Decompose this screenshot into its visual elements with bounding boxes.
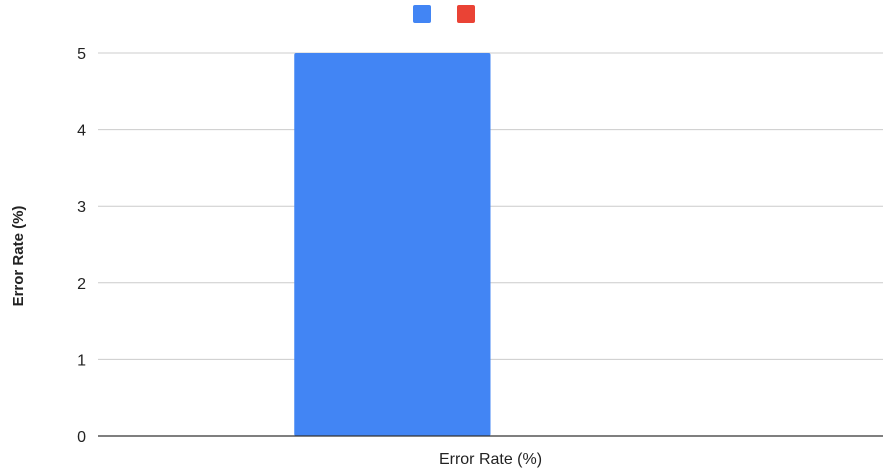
x-tick-label: Error Rate (%) bbox=[439, 451, 542, 468]
y-tick-label: 5 bbox=[77, 46, 86, 63]
y-tick-label: 4 bbox=[77, 123, 86, 140]
bars bbox=[294, 53, 491, 436]
y-axis-ticks: 0 1 2 3 4 5 bbox=[77, 46, 86, 446]
y-tick-label: 0 bbox=[77, 429, 86, 446]
y-tick-label: 2 bbox=[77, 276, 86, 293]
y-axis-label: Error Rate (%) bbox=[10, 206, 27, 307]
x-axis-ticks: Error Rate (%) bbox=[439, 451, 542, 468]
y-tick-label: 1 bbox=[77, 352, 86, 369]
y-tick-label: 3 bbox=[77, 199, 86, 216]
legend bbox=[413, 5, 475, 23]
legend-swatch-series-2[interactable] bbox=[457, 5, 475, 23]
bar-series-1 bbox=[294, 53, 491, 436]
legend-swatch-series-1[interactable] bbox=[413, 5, 431, 23]
